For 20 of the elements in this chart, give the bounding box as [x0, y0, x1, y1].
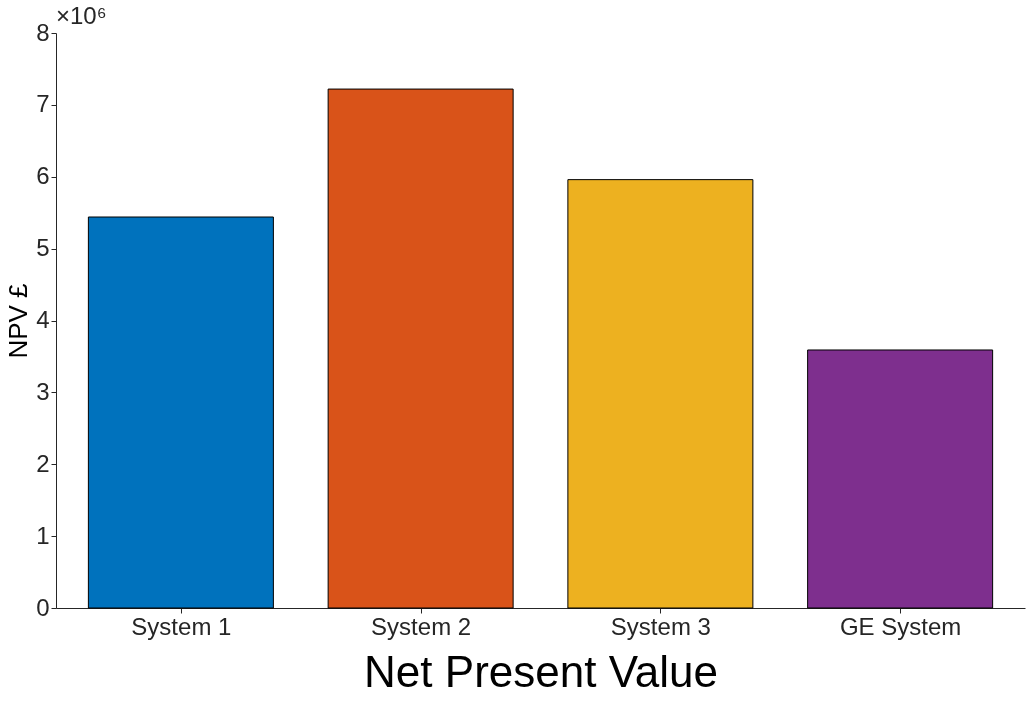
- x-tick-label: System 2: [371, 612, 472, 640]
- y-tick-label: 8: [36, 18, 50, 46]
- bar: [87, 216, 274, 609]
- y-tick-label: 7: [36, 90, 50, 118]
- y-tick-label: 4: [36, 306, 50, 333]
- bar: [567, 179, 754, 609]
- x-tick-label: GE System: [839, 612, 962, 640]
- x-tick-label: System 3: [610, 612, 711, 640]
- y-tick-label: 6: [36, 162, 50, 190]
- y-tick-label: 5: [36, 234, 50, 262]
- y-tick-label: 1: [36, 521, 50, 549]
- text: ×10⁶: [56, 2, 107, 29]
- bar: [327, 88, 514, 609]
- y-tick-label: 2: [36, 449, 50, 477]
- bar: [807, 349, 994, 609]
- y-axis-title: NPV £: [3, 282, 34, 359]
- y-tick-label: 0: [36, 593, 50, 621]
- x-tick-label: System 1: [131, 612, 232, 640]
- y-tick-label: 3: [36, 377, 50, 405]
- x-axis-title: Net Present Value: [364, 646, 718, 696]
